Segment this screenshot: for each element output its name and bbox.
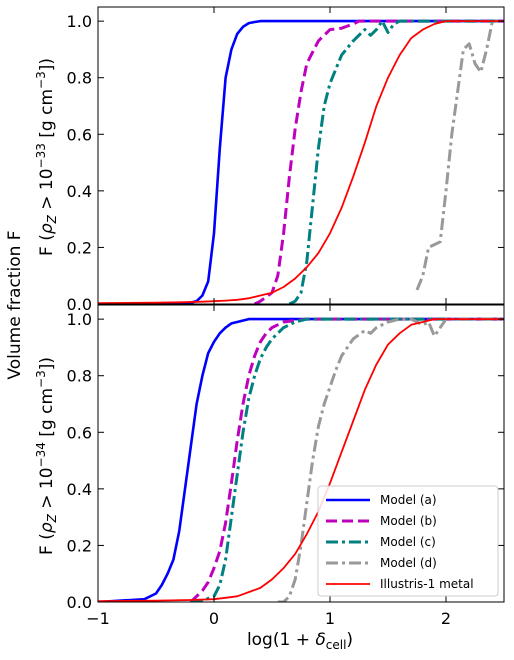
legend-box <box>317 485 499 597</box>
series-line-model-c <box>190 317 504 602</box>
y-tick-label: 0.4 <box>67 480 92 499</box>
legend-label: Model (b) <box>380 514 437 528</box>
y-tick-label: 0.2 <box>67 238 92 257</box>
shared-ylabel: Volume fraction F <box>5 230 25 379</box>
y-tick-label: 0.6 <box>67 423 92 442</box>
x-tick-label: −1 <box>86 609 110 628</box>
series-line-model-b <box>253 19 504 304</box>
y-tick-label: 0.8 <box>67 69 92 88</box>
y-tick-label: 0.0 <box>67 593 92 612</box>
series-line-model-a <box>98 317 504 602</box>
legend-label: Model (c) <box>380 535 436 549</box>
y-tick-label: 0.4 <box>67 182 92 201</box>
bottom-panel-ylabel: F (ρZ > 10−34 [g cm−3]) <box>34 357 59 555</box>
y-tick-label: 0.0 <box>67 295 92 314</box>
axes-frame <box>97 6 505 305</box>
x-tick-label: 0 <box>209 609 219 628</box>
series-line-model-d <box>415 19 499 291</box>
series-line-illustris-1-metal <box>98 20 504 304</box>
legend-label: Model (d) <box>380 556 437 570</box>
y-tick-label: 0.2 <box>67 536 92 555</box>
x-tick-label: 2 <box>441 609 451 628</box>
top-panel-ylabel: F (ρZ > 10−33 [g cm−3]) <box>34 58 59 256</box>
y-tick-label: 1.0 <box>67 12 92 31</box>
y-tick-label: 0.8 <box>67 367 92 386</box>
series-line-model-a <box>156 19 504 304</box>
legend: Model (a) Model (b) Model (c) Model (d) Illu… <box>317 485 499 597</box>
y-tick-label: 0.6 <box>67 125 92 144</box>
series-line-model-d <box>277 317 504 602</box>
xlabel: log(1 + δcell) <box>247 630 353 652</box>
legend-label: Illustris-1 metal <box>380 577 474 591</box>
y-tick-label: 1.0 <box>67 310 92 329</box>
axes-frame <box>97 304 505 603</box>
series-line-model-c <box>288 19 504 304</box>
x-tick-label: 1 <box>325 609 335 628</box>
legend-label: Model (a) <box>380 493 437 507</box>
bottom-panel: 0.0 0.2 0.4 0.6 0.8 1.0 −1 0 1 2 <box>67 304 505 628</box>
top-panel: 0.0 0.2 0.4 0.6 0.8 1.0 <box>67 6 505 314</box>
